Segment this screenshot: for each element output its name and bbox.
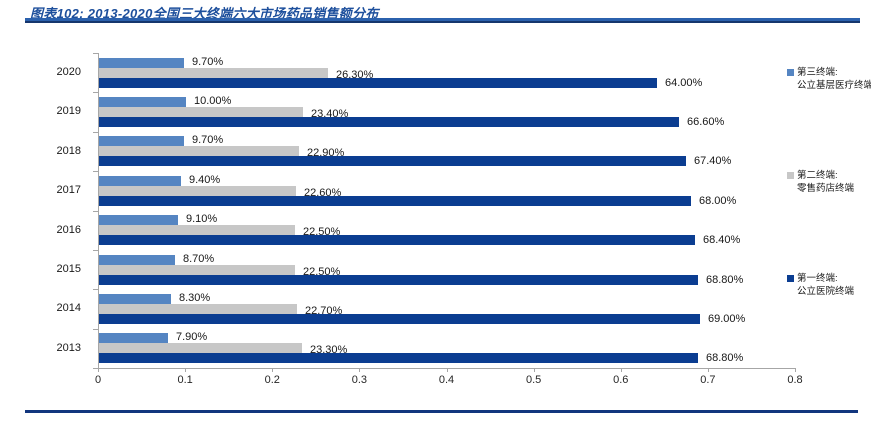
y-axis-tick: [93, 328, 98, 330]
x-axis-tick-label: 0.4: [438, 374, 455, 386]
bar-series1-2016: [99, 215, 178, 226]
bar-series2-2013: [99, 343, 302, 354]
category-label-2013: 2013: [56, 341, 81, 354]
bar-series3-2015: [99, 274, 698, 285]
bar-series2-2014: [99, 303, 297, 314]
bar-series2-2016: [99, 225, 295, 236]
legend-item-label: 第三终端: 公立基层医疗终端: [797, 67, 871, 91]
x-axis-tick: [98, 368, 99, 372]
y-axis-tick: [93, 210, 98, 212]
bar-label-series1-2018: 9.70%: [192, 134, 224, 147]
category-label-2020: 2020: [56, 66, 81, 78]
bar-series3-2018: [99, 156, 686, 167]
bar-series2-2015: [99, 264, 295, 275]
bar-series3-2014: [99, 313, 700, 324]
x-axis-tick-label: 0.2: [264, 374, 280, 386]
x-axis-tick-label: 0.7: [700, 374, 716, 386]
category-label-2016: 2016: [56, 223, 81, 236]
bar-label-series3-2017: 68.00%: [699, 194, 737, 207]
y-axis-tick: [93, 249, 98, 251]
chart-legend: 第三终端: 公立基层医疗终端 第二终端: 零售药店终端 第一终端: 公立医院终端: [787, 66, 871, 298]
x-axis-tick-label: 0: [94, 374, 102, 386]
bar-series1-2018: [99, 136, 184, 147]
y-axis-tick: [93, 131, 98, 133]
bar-series2-2019: [99, 107, 303, 118]
legend-item-3: 第一终端: 公立医院终端: [787, 272, 871, 298]
bar-label-series1-2015: 8.70%: [183, 252, 215, 265]
x-axis-tick: [446, 368, 448, 372]
x-axis-tick-label: 0.3: [351, 374, 368, 386]
legend-swatch-icon: [787, 69, 794, 76]
category-label-2017: 2017: [56, 184, 81, 197]
legend-item-1: 第三终端: 公立基层医疗终端: [787, 66, 871, 92]
x-axis-tick: [795, 368, 796, 372]
bar-series3-2019: [99, 117, 679, 128]
bar-series3-2013: [99, 353, 698, 364]
x-axis-tick: [272, 368, 274, 372]
bar-label-series3-2014: 69.00%: [708, 312, 746, 325]
x-axis-tick-label: 0.8: [787, 374, 803, 386]
x-axis-tick-label: 0.6: [613, 374, 629, 386]
bar-label-series3-2019: 66.60%: [687, 116, 725, 129]
bar-label-series3-2013: 68.80%: [706, 352, 744, 365]
bar-label-series3-2020: 64.00%: [665, 76, 703, 89]
bar-series1-2014: [99, 293, 171, 304]
bar-series1-2019: [99, 97, 186, 108]
bar-label-series1-2020: 9.70%: [192, 55, 224, 68]
bar-series3-2016: [99, 235, 695, 246]
legend-swatch-icon: [787, 172, 794, 179]
bar-label-series1-2017: 9.40%: [189, 173, 221, 186]
x-axis-tick: [533, 368, 535, 372]
footer-divider: [25, 410, 858, 413]
bar-series3-2017: [99, 195, 691, 206]
bar-label-series3-2016: 68.40%: [703, 234, 741, 247]
legend-item-label: 第一终端: 公立医院终端: [797, 273, 855, 297]
legend-item-2: 第二终端: 零售药店终端: [787, 169, 871, 195]
x-axis-tick: [185, 368, 187, 372]
legend-item-label: 第二终端: 零售药店终端: [797, 170, 855, 194]
bar-label-series3-2015: 68.80%: [706, 273, 744, 286]
y-axis-line: [98, 53, 99, 369]
category-label-2015: 2015: [56, 262, 81, 275]
title-divider-bottom: [25, 21, 860, 23]
x-axis-tick-label: 0.1: [177, 374, 193, 386]
x-axis-tick-label: 0.5: [525, 374, 542, 386]
bar-series2-2018: [99, 146, 299, 157]
bar-series3-2020: [99, 77, 657, 88]
bar-label-series1-2016: 9.10%: [186, 213, 218, 226]
bar-series2-2020: [99, 67, 328, 78]
x-axis-tick: [620, 368, 622, 372]
bar-label-series1-2014: 8.30%: [179, 291, 211, 304]
bar-label-series1-2013: 7.90%: [176, 331, 208, 344]
chart-title: 图表102: 2013-2020全国三大终端六大市场药品销售额分布: [30, 6, 379, 21]
bar-label-series3-2018: 67.40%: [694, 155, 732, 168]
x-axis-tick: [707, 368, 709, 372]
y-axis-tick: [93, 92, 98, 94]
bar-series2-2017: [99, 185, 296, 196]
title-divider-top: [25, 18, 860, 21]
bar-series1-2020: [99, 57, 184, 68]
y-axis-tick: [93, 289, 98, 291]
bar-series1-2017: [99, 175, 181, 186]
category-label-2018: 2018: [56, 144, 81, 157]
bar-series1-2015: [99, 254, 175, 265]
category-label-2014: 2014: [56, 302, 81, 315]
bar-series1-2013: [99, 333, 168, 344]
y-axis-tick: [93, 368, 98, 369]
y-axis-tick: [93, 171, 98, 173]
legend-swatch-icon: [787, 275, 794, 282]
bar-label-series1-2019: 10.00%: [194, 95, 232, 108]
x-axis-tick: [359, 368, 361, 372]
category-label-2019: 2019: [56, 105, 81, 118]
y-axis-tick: [93, 53, 98, 54]
